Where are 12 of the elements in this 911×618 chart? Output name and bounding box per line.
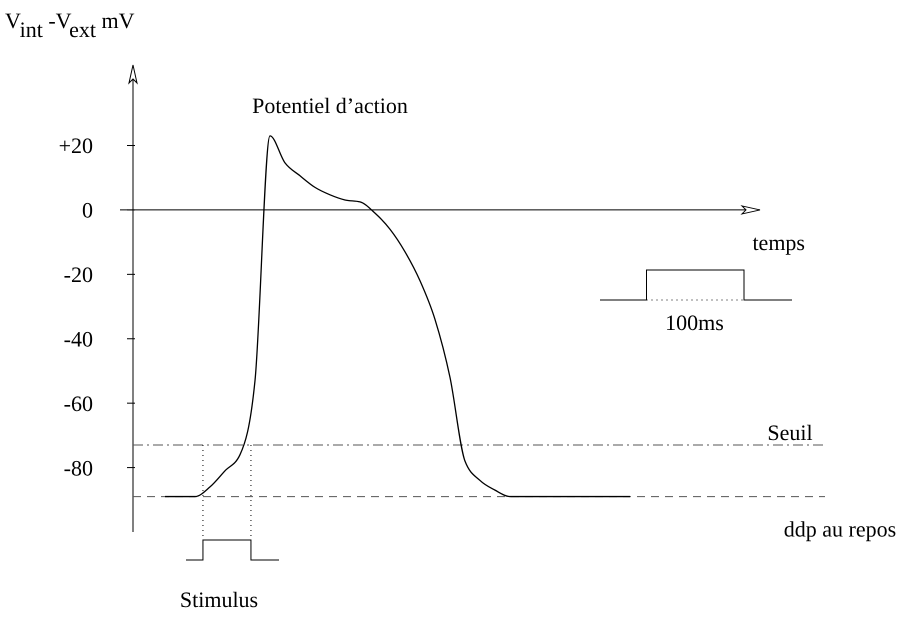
annotation: 100ms [665, 310, 724, 335]
x-axis-title: temps [752, 230, 805, 255]
ref-line-label: ddp au repos [784, 516, 896, 542]
text: Stimulus [180, 587, 258, 612]
y-tick-label: -20 [64, 262, 93, 288]
ref-line-label: Seuil [767, 420, 813, 446]
y-tick-label: -60 [64, 390, 93, 416]
annotation: Potentiel d’action [252, 93, 408, 118]
y-tick-label: 0 [82, 198, 93, 223]
y-tick-label: +20 [58, 133, 93, 158]
y-tick-label: -40 [64, 326, 93, 352]
y-tick-label: -80 [64, 455, 93, 480]
